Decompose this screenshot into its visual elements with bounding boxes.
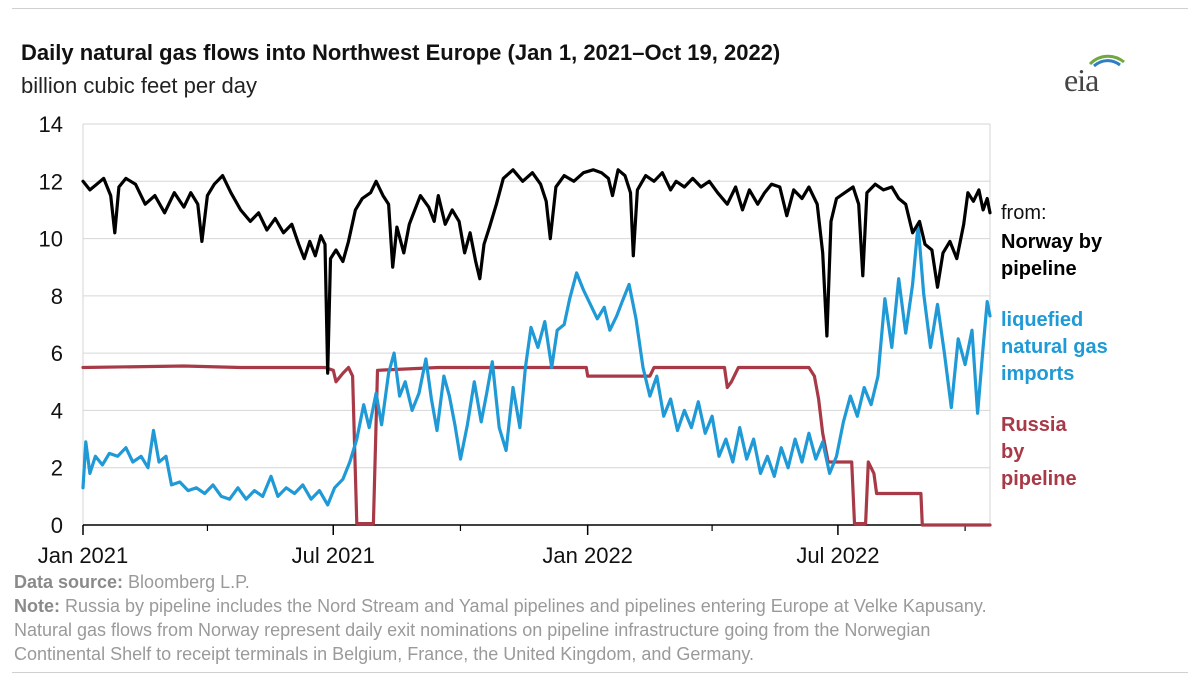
note-line-1: Note: Russia by pipeline includes the No… [14,596,987,617]
legend-norway-line1: Norway by [1001,231,1103,253]
note-line-3: Continental Shelf to receipt terminals i… [14,644,755,664]
legend-lng-line2: natural gas [1001,336,1108,358]
legend-lng: liquefied natural gas imports [1001,307,1108,388]
grid-lines [82,123,991,525]
y-tick-label: 2 [51,456,63,481]
y-tick-label: 12 [39,169,63,194]
data-source: Data source: Bloomberg L.P. [14,572,250,593]
eia-logo-swoosh-icon [1088,54,1125,68]
russia-series-line [81,364,992,527]
y-tick-label: 0 [51,513,63,538]
legend-norway: Norway by pipeline [1001,229,1102,283]
legend-russia-line1: Russia [1001,414,1067,436]
series-lines [81,168,992,527]
chart-subtitle: billion cubic feet per day [21,73,258,98]
legend-norway-line2: pipeline [1001,258,1077,280]
y-axis-tick-labels: 0 2 4 6 8 10 12 14 [39,112,63,538]
data-source-label: Data source: [14,572,124,592]
y-tick-label: 6 [51,341,63,366]
note-line-2: Natural gas flows from Norway represent … [14,620,931,640]
chart-title: Daily natural gas flows into Northwest E… [21,40,781,65]
legend-russia-line2: by [1001,441,1025,463]
norway-series-line [81,168,992,375]
x-tick-label: Jul 2022 [796,543,879,568]
legend-russia-line3: pipeline [1001,468,1077,490]
x-tick-label: Jan 2021 [38,543,129,568]
note-label: Note: [14,596,60,616]
x-tick-label: Jul 2021 [292,543,375,568]
x-axis: Jan 2021 Jul 2021 Jan 2022 Jul 2022 [38,524,990,568]
top-rule [12,8,1188,9]
eia-logo-text: eia [1064,62,1099,98]
note-text-1: Russia by pipeline includes the Nord Str… [60,596,987,616]
eia-logo: eia [1064,52,1128,98]
x-tick-label: Jan 2022 [542,543,633,568]
y-tick-label: 14 [39,112,63,137]
y-tick-label: 8 [51,284,63,309]
legend-prefix: from: [1001,202,1047,224]
legend-lng-line1: liquefied [1001,309,1084,331]
legend-russia: Russia by pipeline [1001,412,1077,493]
data-source-text: Bloomberg L.P. [123,572,250,592]
y-tick-label: 10 [39,227,63,252]
lng-series-line [81,222,992,507]
bottom-rule [12,672,1188,673]
y-tick-label: 4 [51,398,63,423]
legend-lng-line3: imports [1001,363,1075,385]
